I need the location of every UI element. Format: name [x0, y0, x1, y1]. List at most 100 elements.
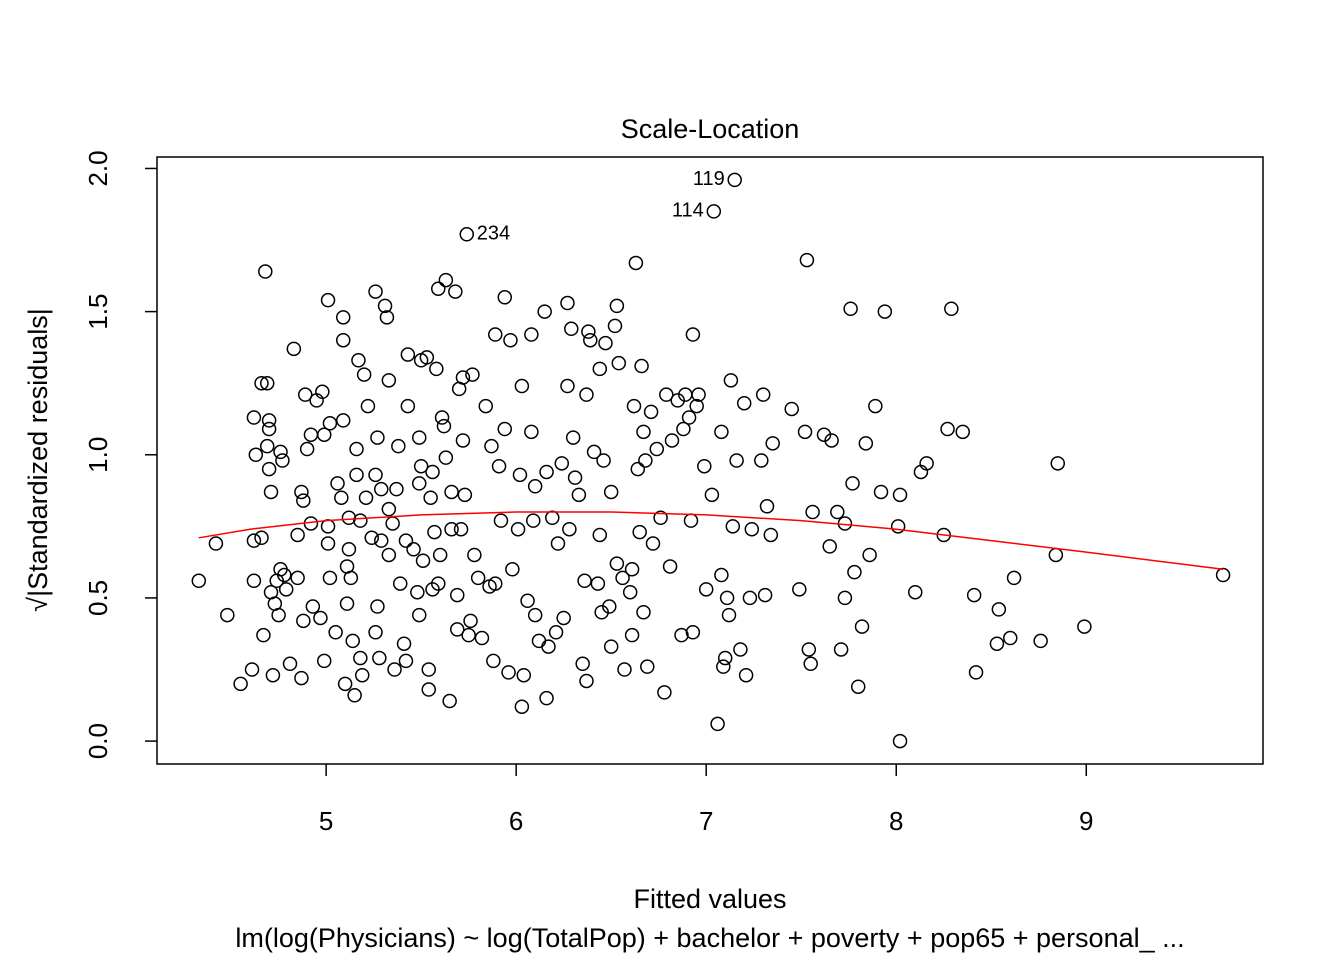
point [258, 264, 273, 279]
point [581, 324, 596, 339]
point [592, 527, 608, 543]
point [541, 639, 556, 654]
point [706, 204, 722, 219]
y-tick-label: 0.5 [83, 580, 113, 616]
point [263, 484, 279, 500]
point [662, 559, 678, 574]
point [488, 576, 503, 591]
point [497, 421, 513, 437]
point [501, 665, 516, 680]
point [429, 361, 444, 377]
point [497, 290, 513, 305]
point [698, 582, 714, 597]
point [754, 453, 769, 468]
point [330, 476, 345, 491]
y-tick-label: 1.0 [83, 437, 113, 473]
point [373, 481, 389, 497]
point [531, 633, 547, 649]
x-axis-label: Fitted values [633, 884, 786, 914]
point [296, 613, 311, 629]
point [744, 521, 760, 537]
point [450, 622, 465, 637]
point [514, 378, 530, 394]
point [738, 667, 754, 683]
point [1003, 630, 1018, 646]
point [636, 424, 651, 440]
point [799, 252, 815, 268]
point [717, 650, 733, 666]
point [339, 596, 355, 611]
point [360, 398, 376, 414]
point [539, 464, 554, 480]
point [955, 424, 970, 440]
point [590, 576, 606, 591]
point [400, 398, 416, 414]
point [415, 553, 431, 568]
point [484, 438, 499, 454]
point [358, 490, 374, 505]
point [400, 347, 416, 362]
point [583, 332, 598, 348]
point [727, 172, 742, 188]
point [320, 292, 336, 308]
point [356, 367, 372, 382]
point [1077, 619, 1092, 634]
point [246, 533, 262, 548]
point [890, 519, 906, 534]
y-axis-label: √|Standardized residuals| [23, 308, 53, 612]
point [328, 625, 343, 640]
point [493, 513, 509, 528]
point [349, 467, 364, 483]
point [562, 521, 577, 537]
point [444, 484, 459, 500]
smooth-line [198, 511, 1224, 571]
y-tick-label: 0.0 [83, 723, 113, 759]
point [649, 441, 665, 457]
x-tick-label: 8 [889, 806, 903, 836]
point [602, 599, 617, 614]
point [448, 284, 463, 299]
point [710, 716, 725, 732]
point [624, 562, 640, 577]
point [537, 304, 552, 319]
point [455, 433, 471, 448]
point [659, 387, 674, 402]
point [716, 659, 731, 674]
point [442, 693, 457, 709]
point [254, 375, 269, 391]
point [1006, 570, 1022, 586]
point [411, 607, 427, 623]
point [719, 590, 735, 606]
point [277, 567, 292, 583]
point [636, 605, 651, 620]
point [603, 484, 619, 500]
point [296, 493, 311, 508]
point [729, 453, 744, 468]
point [191, 573, 207, 589]
point [463, 613, 478, 629]
point [368, 284, 383, 299]
point [467, 547, 482, 563]
point [919, 456, 934, 471]
y-tick-label: 2.0 [83, 150, 113, 186]
x-tick-label: 7 [699, 806, 713, 836]
point [524, 424, 539, 440]
point [653, 510, 668, 526]
point [364, 530, 379, 546]
point [259, 438, 275, 454]
point [674, 627, 689, 643]
point [691, 387, 706, 402]
point [526, 513, 541, 528]
point [596, 453, 611, 468]
point [316, 427, 332, 442]
point [389, 481, 404, 497]
point [351, 353, 366, 368]
point [453, 521, 469, 537]
point [657, 685, 672, 700]
point [837, 590, 853, 606]
point [907, 584, 923, 600]
point [343, 570, 359, 586]
point [632, 524, 647, 540]
